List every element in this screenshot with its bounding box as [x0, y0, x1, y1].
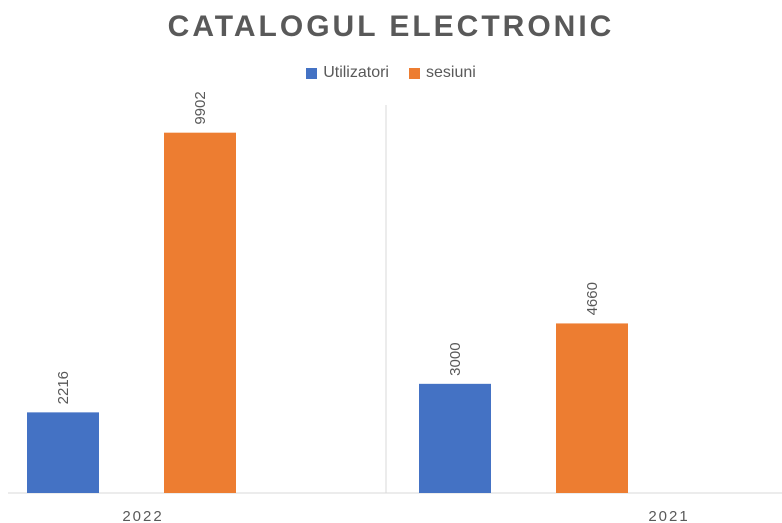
category-label-2022: 2022 — [122, 508, 163, 523]
bar-sesiuni-2021 — [556, 323, 628, 493]
chart-title: CATALOGUL ELECTRONIC — [167, 10, 615, 43]
category-label-2021: 2021 — [648, 508, 689, 523]
legend-label-utilizatori: Utilizatori — [323, 64, 389, 81]
data-label-utilizatori-2021: 3000 — [447, 342, 464, 375]
data-label-utilizatori-2022: 2216 — [55, 371, 72, 404]
legend-item-utilizatori: Utilizatori — [306, 64, 389, 82]
data-label-sesiuni-2021: 4660 — [584, 282, 601, 315]
legend-swatch-sesiuni — [408, 67, 420, 79]
data-label-sesiuni-2022: 9902 — [192, 91, 209, 124]
bar-sesiuni-2022 — [164, 132, 236, 493]
bar-utilizatori-2021 — [419, 383, 491, 493]
legend-label-sesiuni: sesiuni — [425, 64, 476, 81]
legend-item-sesiuni: sesiuni — [408, 64, 476, 82]
legend: Utilizatori sesiuni — [0, 64, 782, 82]
bar-utilizatori-2022 — [27, 412, 99, 493]
legend-swatch-utilizatori — [306, 67, 318, 79]
